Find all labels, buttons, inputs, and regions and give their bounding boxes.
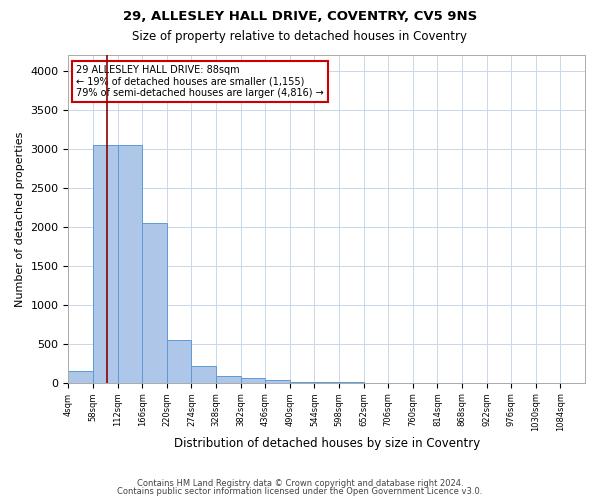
Text: 29, ALLESLEY HALL DRIVE, COVENTRY, CV5 9NS: 29, ALLESLEY HALL DRIVE, COVENTRY, CV5 9… <box>123 10 477 23</box>
Bar <box>167 340 191 382</box>
Bar <box>216 376 241 382</box>
Bar <box>265 380 290 382</box>
Text: 29 ALLESLEY HALL DRIVE: 88sqm
← 19% of detached houses are smaller (1,155)
79% o: 29 ALLESLEY HALL DRIVE: 88sqm ← 19% of d… <box>76 65 324 98</box>
Bar <box>118 144 142 382</box>
Text: Contains public sector information licensed under the Open Government Licence v3: Contains public sector information licen… <box>118 487 482 496</box>
Y-axis label: Number of detached properties: Number of detached properties <box>15 131 25 306</box>
Bar <box>142 223 167 382</box>
Bar <box>68 371 93 382</box>
Bar <box>191 366 216 382</box>
Text: Contains HM Land Registry data © Crown copyright and database right 2024.: Contains HM Land Registry data © Crown c… <box>137 478 463 488</box>
X-axis label: Distribution of detached houses by size in Coventry: Distribution of detached houses by size … <box>173 437 480 450</box>
Bar <box>93 144 118 382</box>
Text: Size of property relative to detached houses in Coventry: Size of property relative to detached ho… <box>133 30 467 43</box>
Bar <box>241 378 265 382</box>
